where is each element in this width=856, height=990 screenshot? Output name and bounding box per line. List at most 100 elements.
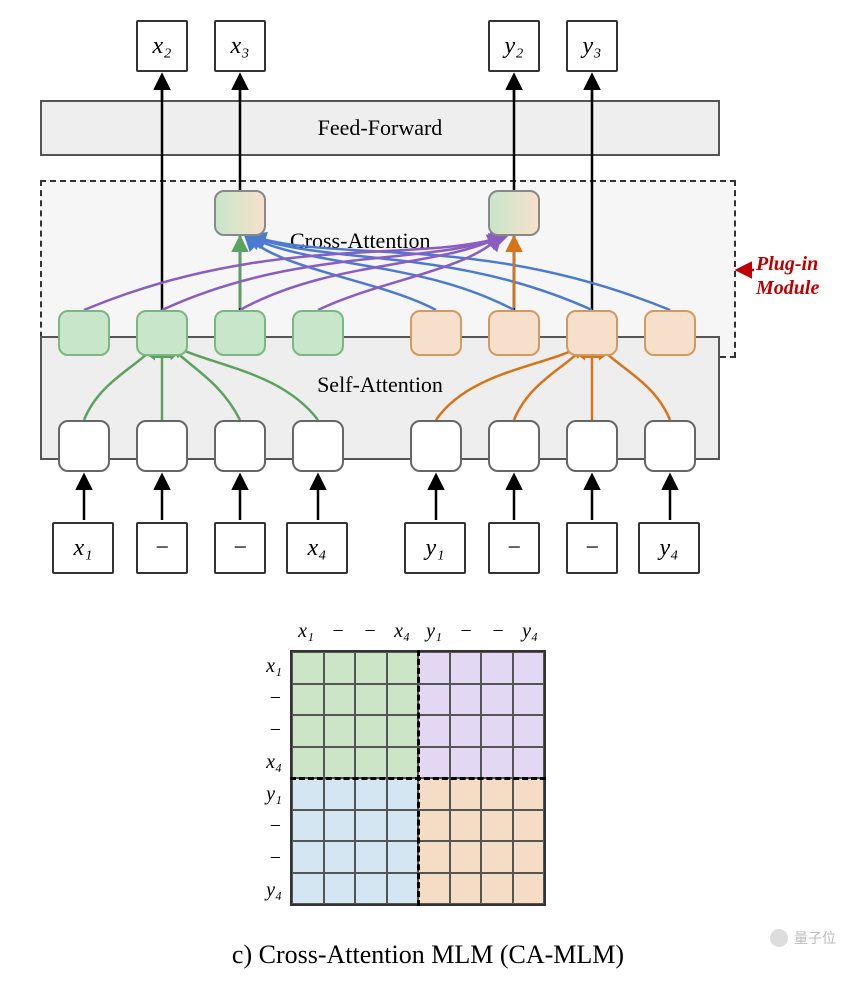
- matrix-cell: [513, 747, 545, 779]
- matrix-col-labels: x₁−−x₄ y₁−−y₄: [290, 620, 546, 643]
- matrix-cell: [355, 810, 387, 842]
- mid-node: [410, 310, 462, 356]
- attention-matrix-section: x₁−−x₄ y₁−−y₄ x₁−−x₄ y₁−−y₄: [20, 610, 836, 930]
- matrix-divider-horizontal: [290, 777, 546, 780]
- cross-node-left: [214, 190, 266, 236]
- matrix-cell: [292, 778, 324, 810]
- mid-node: [58, 310, 110, 356]
- matrix-cell: [355, 778, 387, 810]
- white-node: [566, 420, 618, 472]
- output-x2: x₂: [136, 20, 188, 72]
- plugin-label: Plug-in Module: [756, 252, 819, 300]
- matrix-cell: [450, 684, 482, 716]
- matrix-cell: [481, 873, 513, 905]
- matrix-cell: [481, 747, 513, 779]
- figure-caption: c) Cross-Attention MLM (CA-MLM): [20, 930, 836, 970]
- matrix-cell: [355, 652, 387, 684]
- matrix-cell: [481, 778, 513, 810]
- matrix-cell: [450, 778, 482, 810]
- input-dash: −: [488, 522, 540, 574]
- architecture-diagram: Feed-Forward Cross-Attention Self-Attent…: [20, 20, 836, 600]
- feed-forward-layer: Feed-Forward: [40, 100, 720, 156]
- input-dash: −: [214, 522, 266, 574]
- watermark-text: 量子位: [794, 928, 836, 948]
- mid-node: [214, 310, 266, 356]
- matrix-cell: [450, 715, 482, 747]
- matrix-cell: [481, 652, 513, 684]
- matrix-cell: [387, 873, 419, 905]
- matrix-cell: [355, 684, 387, 716]
- matrix-cell: [292, 873, 324, 905]
- matrix-cell: [324, 652, 356, 684]
- matrix-cell: [387, 778, 419, 810]
- matrix-cell: [292, 747, 324, 779]
- cross-attention-label: Cross-Attention: [290, 228, 431, 254]
- matrix-cell: [418, 747, 450, 779]
- self-attention-label: Self-Attention: [317, 372, 443, 398]
- watermark: 量子位: [770, 928, 836, 948]
- input-y4: y₄: [638, 522, 700, 574]
- matrix-cell: [481, 684, 513, 716]
- white-node: [58, 420, 110, 472]
- output-y2: y₂: [488, 20, 540, 72]
- white-node: [136, 420, 188, 472]
- matrix-cell: [450, 841, 482, 873]
- watermark-icon: [770, 929, 788, 947]
- matrix-cell: [292, 810, 324, 842]
- matrix-cell: [324, 873, 356, 905]
- white-node: [410, 420, 462, 472]
- matrix-cell: [324, 684, 356, 716]
- input-dash: −: [136, 522, 188, 574]
- white-node: [214, 420, 266, 472]
- matrix-cell: [355, 747, 387, 779]
- matrix-cell: [513, 778, 545, 810]
- cross-node-right: [488, 190, 540, 236]
- matrix-cell: [324, 810, 356, 842]
- matrix-cell: [450, 873, 482, 905]
- matrix-cell: [292, 652, 324, 684]
- matrix-cell: [355, 715, 387, 747]
- matrix-cell: [481, 810, 513, 842]
- matrix-cell: [387, 652, 419, 684]
- matrix-cell: [324, 715, 356, 747]
- matrix-cell: [418, 715, 450, 747]
- matrix-cell: [387, 810, 419, 842]
- white-node: [488, 420, 540, 472]
- input-x4: x₄: [286, 522, 348, 574]
- matrix-cell: [513, 841, 545, 873]
- output-x3: x₃: [214, 20, 266, 72]
- matrix-cell: [387, 841, 419, 873]
- matrix-cell: [324, 747, 356, 779]
- matrix-cell: [418, 652, 450, 684]
- matrix-cell: [450, 810, 482, 842]
- matrix-cell: [387, 747, 419, 779]
- matrix-cell: [481, 841, 513, 873]
- matrix-cell: [418, 873, 450, 905]
- matrix-cell: [355, 841, 387, 873]
- matrix-cell: [387, 715, 419, 747]
- matrix-cell: [418, 778, 450, 810]
- mid-node: [136, 310, 188, 356]
- white-node: [292, 420, 344, 472]
- matrix-cell: [513, 652, 545, 684]
- input-x1: x₁: [52, 522, 114, 574]
- matrix-cell: [324, 778, 356, 810]
- matrix-cell: [324, 841, 356, 873]
- matrix-row-labels: x₁−−x₄ y₁−−y₄: [250, 650, 286, 906]
- matrix-cell: [292, 715, 324, 747]
- matrix-cell: [418, 841, 450, 873]
- input-y1: y₁: [404, 522, 466, 574]
- mid-node: [644, 310, 696, 356]
- matrix-cell: [450, 747, 482, 779]
- matrix-cell: [418, 684, 450, 716]
- matrix-cell: [481, 715, 513, 747]
- matrix-cell: [292, 841, 324, 873]
- matrix-cell: [513, 684, 545, 716]
- matrix-cell: [513, 715, 545, 747]
- white-node: [644, 420, 696, 472]
- matrix-cell: [513, 810, 545, 842]
- input-dash: −: [566, 522, 618, 574]
- mid-node: [566, 310, 618, 356]
- matrix-cell: [513, 873, 545, 905]
- feed-forward-label: Feed-Forward: [318, 115, 443, 141]
